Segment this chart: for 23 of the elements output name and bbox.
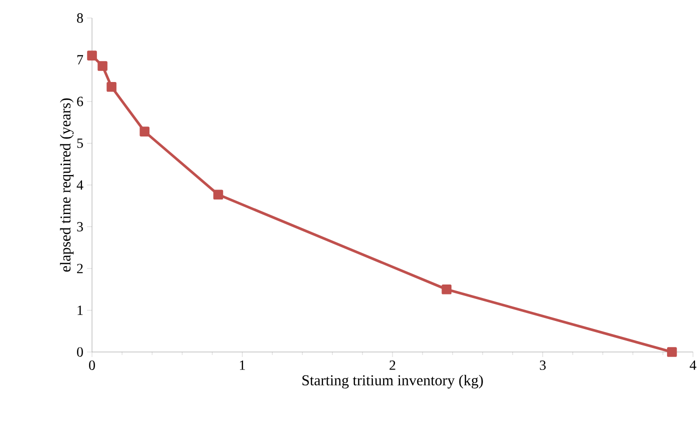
y-tick-label: 4 [76,180,84,190]
y-axis-title: elapsed time required (years) [60,98,74,272]
y-tick-label: 3 [77,222,83,232]
x-tick-label: 0 [89,360,95,370]
y-tick-label: 6 [77,96,84,106]
x-axis-title: Starting tritium inventory (kg) [302,374,483,388]
point [667,347,677,357]
x-tick-label: 3 [540,360,546,370]
x-tick-label: 2 [390,360,396,370]
point [106,82,116,92]
y-tick-label: 0 [77,347,83,357]
point [140,126,150,136]
y-tick-label: 7 [77,55,84,64]
point [98,61,108,71]
y-tick-label: 8 [77,13,83,23]
x-tick-label: 1 [240,360,245,370]
point [87,50,97,60]
point [213,190,224,200]
y-tick-label: 2 [77,264,83,274]
y-tick-label: 5 [77,138,83,148]
x-tick-label: 4 [690,360,696,370]
point [442,284,452,294]
y-tick-label: 1 [78,306,83,315]
